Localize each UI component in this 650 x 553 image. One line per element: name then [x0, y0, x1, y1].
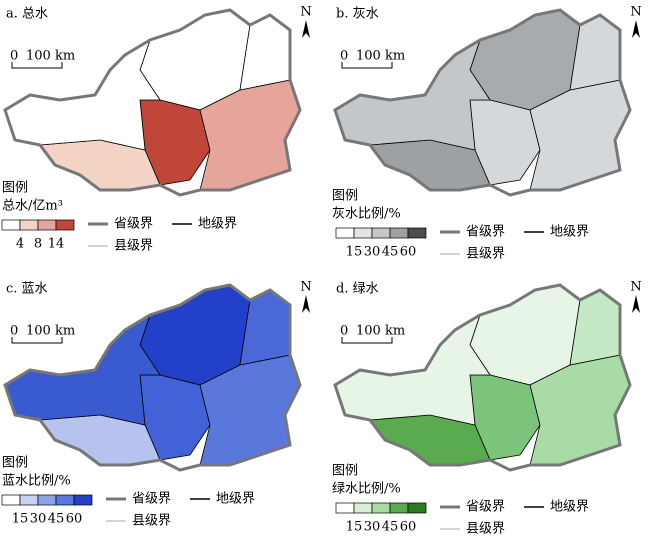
legend-province-label: 省级界	[466, 500, 505, 515]
legend-swatch	[407, 227, 427, 239]
legend-title: 总水/亿m³	[2, 199, 63, 214]
legend-swatch	[1, 494, 21, 506]
legend-province-label: 省级界	[466, 225, 505, 240]
legend-swatch	[55, 494, 75, 506]
legend-swatch	[371, 502, 391, 514]
legend-province-label: 省级界	[114, 217, 153, 232]
legend-class-label: 8	[34, 237, 42, 252]
legend-class-label: 30	[30, 512, 47, 527]
legend-swatch	[1, 219, 21, 231]
legend-heading: 图例	[2, 456, 28, 471]
legend-swatch	[353, 227, 373, 239]
scale-bar	[341, 337, 393, 344]
legend-class-label: 30	[364, 245, 381, 260]
north-label: N	[300, 280, 311, 295]
legend-swatch	[19, 494, 39, 506]
scale-bar	[341, 62, 393, 69]
north-label: N	[630, 280, 641, 295]
legend-class-label: 45	[48, 512, 65, 527]
legend-county-label: 县级界	[132, 514, 171, 529]
legend-province-label: 省级界	[132, 492, 171, 507]
panel-title: d. 绿水	[336, 282, 379, 297]
legend-title: 绿水比例/%	[332, 482, 401, 497]
province-boundary	[3, 8, 302, 197]
legend-county-label: 县级界	[114, 239, 153, 254]
legend-swatch	[19, 219, 39, 231]
legend-class-label: 4	[16, 237, 24, 252]
legend-class-label: 14	[48, 237, 65, 252]
legend-title: 蓝水比例/%	[2, 474, 71, 489]
legend-class-label: 60	[400, 245, 417, 260]
province-boundary	[333, 283, 632, 472]
province-boundary	[333, 8, 632, 197]
panel-title: a. 总水	[6, 7, 48, 22]
legend-swatch	[335, 502, 355, 514]
scale-bar	[11, 62, 63, 69]
legend-swatch	[37, 494, 57, 506]
legend-class-label: 15	[346, 520, 363, 535]
north-arrow	[632, 20, 640, 38]
scale-distance: 100 km	[26, 324, 75, 339]
legend-swatch	[55, 219, 75, 231]
legend-prefecture-label: 地级界	[198, 217, 237, 232]
legend-heading: 图例	[332, 189, 358, 204]
legend-title: 灰水比例/%	[332, 207, 401, 222]
legend-swatch	[389, 502, 409, 514]
scale-distance: 100 km	[26, 49, 75, 64]
scale-zero: 0	[340, 324, 348, 339]
legend-class-label: 30	[364, 520, 381, 535]
north-arrow	[302, 20, 310, 38]
scale-zero: 0	[340, 49, 348, 64]
legend-swatch	[73, 494, 93, 506]
legend-swatch	[335, 227, 355, 239]
scale-zero: 0	[10, 49, 18, 64]
legend-prefecture-label: 地级界	[550, 225, 589, 240]
scale-bar	[11, 337, 63, 344]
panel-title: b. 灰水	[336, 7, 379, 22]
legend-swatch	[371, 227, 391, 239]
legend-county-label: 县级界	[466, 522, 505, 537]
north-arrow	[302, 295, 310, 313]
north-label: N	[630, 5, 641, 20]
legend-class-label: 45	[382, 520, 399, 535]
north-label: N	[300, 5, 311, 20]
legend-class-label: 60	[400, 520, 417, 535]
legend-prefecture-label: 地级界	[550, 500, 589, 515]
legend-class-label: 15	[12, 512, 29, 527]
legend-swatch	[353, 502, 373, 514]
legend-class-label: 60	[66, 512, 83, 527]
legend-swatch	[37, 219, 57, 231]
legend-county-label: 县级界	[466, 247, 505, 262]
scale-zero: 0	[10, 324, 18, 339]
legend-swatch	[389, 227, 409, 239]
scale-distance: 100 km	[356, 324, 405, 339]
legend-prefecture-label: 地级界	[216, 492, 255, 507]
panel-title: c. 蓝水	[6, 282, 48, 297]
legend-swatch	[407, 502, 427, 514]
legend-class-label: 15	[346, 245, 363, 260]
legend-heading: 图例	[2, 181, 28, 196]
legend-heading: 图例	[332, 464, 358, 479]
province-boundary	[3, 283, 302, 472]
scale-distance: 100 km	[356, 49, 405, 64]
legend-class-label: 45	[382, 245, 399, 260]
north-arrow	[632, 295, 640, 313]
